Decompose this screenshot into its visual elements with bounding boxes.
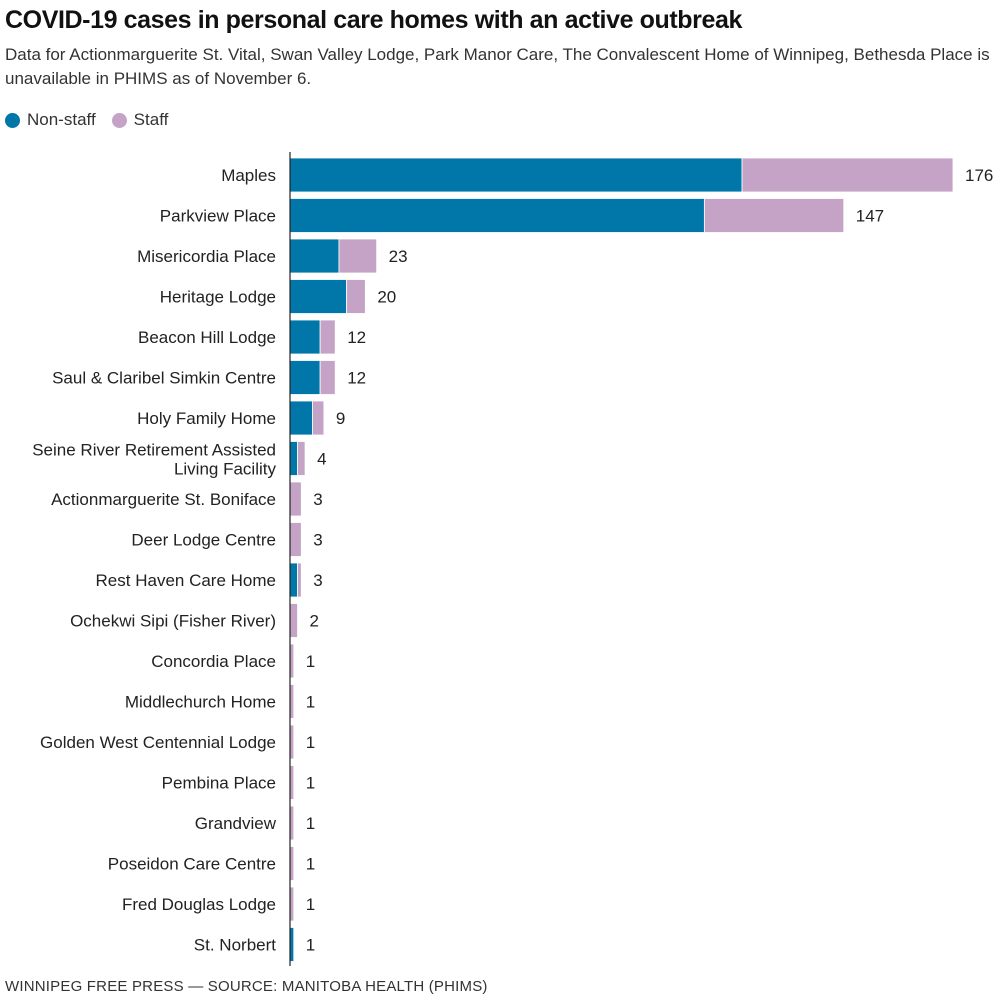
bar-staff-deer-lodge-centre — [289, 522, 302, 557]
bar-staff-heritage-lodge — [346, 279, 366, 314]
value-label-pembina-place: 1 — [306, 774, 315, 793]
bar-staff-holy-family-home — [312, 400, 325, 436]
value-label-heritage-lodge: 20 — [377, 288, 396, 307]
value-label-maples: 176 — [965, 166, 993, 185]
legend-swatch-non-staff — [5, 112, 20, 128]
legend-label-non-staff: Non-staff — [27, 110, 96, 129]
value-label-rest-haven-care-home: 3 — [313, 571, 322, 590]
category-label-grandview: Grandview — [195, 814, 277, 833]
bar-non-staff-saul-claribel-simkin-centre — [289, 360, 321, 395]
bar-staff-seine-river-retirement-assisted-living-facility — [297, 441, 306, 476]
bar-staff-parkview-place — [703, 198, 845, 233]
bar-staff-ochekwi-sipi-fisher-river — [289, 603, 298, 638]
category-label-fred-douglas-lodge: Fred Douglas Lodge — [122, 895, 276, 914]
value-label-st-norbert: 1 — [306, 936, 315, 955]
bar-staff-actionmarguerite-st-boniface — [289, 481, 302, 517]
bar-non-staff-holy-family-home — [289, 400, 314, 436]
footer-source: WINNIPEG FREE PRESS — SOURCE: MANITOBA H… — [5, 978, 488, 995]
category-label-heritage-lodge: Heritage Lodge — [160, 288, 276, 307]
bar-staff-beacon-hill-lodge — [319, 319, 336, 355]
value-label-ochekwi-sipi-fisher-river: 2 — [310, 612, 319, 631]
category-label-parkview-place: Parkview Place — [160, 207, 276, 226]
value-label-misericordia-place: 23 — [389, 247, 408, 266]
bar-non-staff-seine-river-retirement-assisted-living-facility — [289, 441, 298, 476]
category-label-actionmarguerite-st-boniface: Actionmarguerite St. Boniface — [51, 490, 276, 509]
bar-non-staff-misericordia-place — [289, 238, 340, 274]
bar-staff-maples — [741, 157, 954, 193]
value-label-beacon-hill-lodge: 12 — [347, 328, 366, 347]
value-label-saul-claribel-simkin-centre: 12 — [347, 369, 366, 388]
chart-subtitle: Data for Actionmarguerite St. Vital, Swa… — [5, 45, 990, 88]
category-label-saul-claribel-simkin-centre: Saul & Claribel Simkin Centre — [52, 369, 276, 388]
category-label-rest-haven-care-home: Rest Haven Care Home — [96, 571, 276, 590]
legend-swatch-staff — [111, 112, 127, 128]
chart-title: COVID-19 cases in personal care homes wi… — [5, 6, 743, 34]
value-label-deer-lodge-centre: 3 — [313, 531, 322, 550]
value-label-seine-river-retirement-assisted-living-facility: 4 — [317, 450, 326, 469]
bar-non-staff-parkview-place — [289, 198, 705, 233]
legend-item-staff: Staff — [111, 110, 169, 130]
value-label-fred-douglas-lodge: 1 — [306, 895, 315, 914]
category-label-seine-river-retirement-assisted-living-facility: Seine River Retirement Assisted Living Fa… — [32, 441, 276, 479]
bar-non-staff-heritage-lodge — [289, 279, 347, 314]
bar-non-staff-rest-haven-care-home — [289, 562, 298, 598]
legend: Non-staff Staff — [5, 110, 184, 130]
bar-non-staff-beacon-hill-lodge — [289, 319, 321, 355]
value-label-concordia-place: 1 — [306, 652, 315, 671]
bar-non-staff-maples — [289, 157, 743, 193]
value-label-holy-family-home: 9 — [336, 409, 345, 428]
category-label-st-norbert: St. Norbert — [194, 936, 276, 955]
bar-staff-saul-claribel-simkin-centre — [319, 360, 336, 395]
bar-chart: Maples 176 Parkview Place 147 Misericordia P… — [32, 152, 993, 966]
value-label-middlechurch-home: 1 — [306, 693, 315, 712]
category-label-maples: Maples — [221, 166, 276, 185]
value-label-poseidon-care-centre: 1 — [306, 855, 315, 874]
category-label-pembina-place: Pembina Place — [162, 774, 276, 793]
category-label-golden-west-centennial-lodge: Golden West Centennial Lodge — [40, 733, 276, 752]
category-label-ochekwi-sipi-fisher-river: Ochekwi Sipi (Fisher River) — [70, 612, 276, 631]
bar-staff-rest-haven-care-home — [297, 562, 302, 598]
value-label-actionmarguerite-st-boniface: 3 — [313, 490, 322, 509]
category-label-deer-lodge-centre: Deer Lodge Centre — [131, 531, 276, 550]
category-label-misericordia-place: Misericordia Place — [137, 247, 276, 266]
bar-staff-misericordia-place — [338, 238, 378, 274]
category-label-beacon-hill-lodge: Beacon Hill Lodge — [138, 328, 276, 347]
value-label-grandview: 1 — [306, 814, 315, 833]
category-label-concordia-place: Concordia Place — [151, 652, 276, 671]
category-label-poseidon-care-centre: Poseidon Care Centre — [108, 855, 276, 874]
legend-label-staff: Staff — [133, 110, 169, 129]
legend-item-non-staff: Non-staff — [5, 110, 96, 130]
value-label-parkview-place: 147 — [856, 207, 884, 226]
category-label-middlechurch-home: Middlechurch Home — [125, 693, 276, 712]
value-label-golden-west-centennial-lodge: 1 — [306, 733, 315, 752]
category-label-holy-family-home: Holy Family Home — [137, 409, 276, 428]
